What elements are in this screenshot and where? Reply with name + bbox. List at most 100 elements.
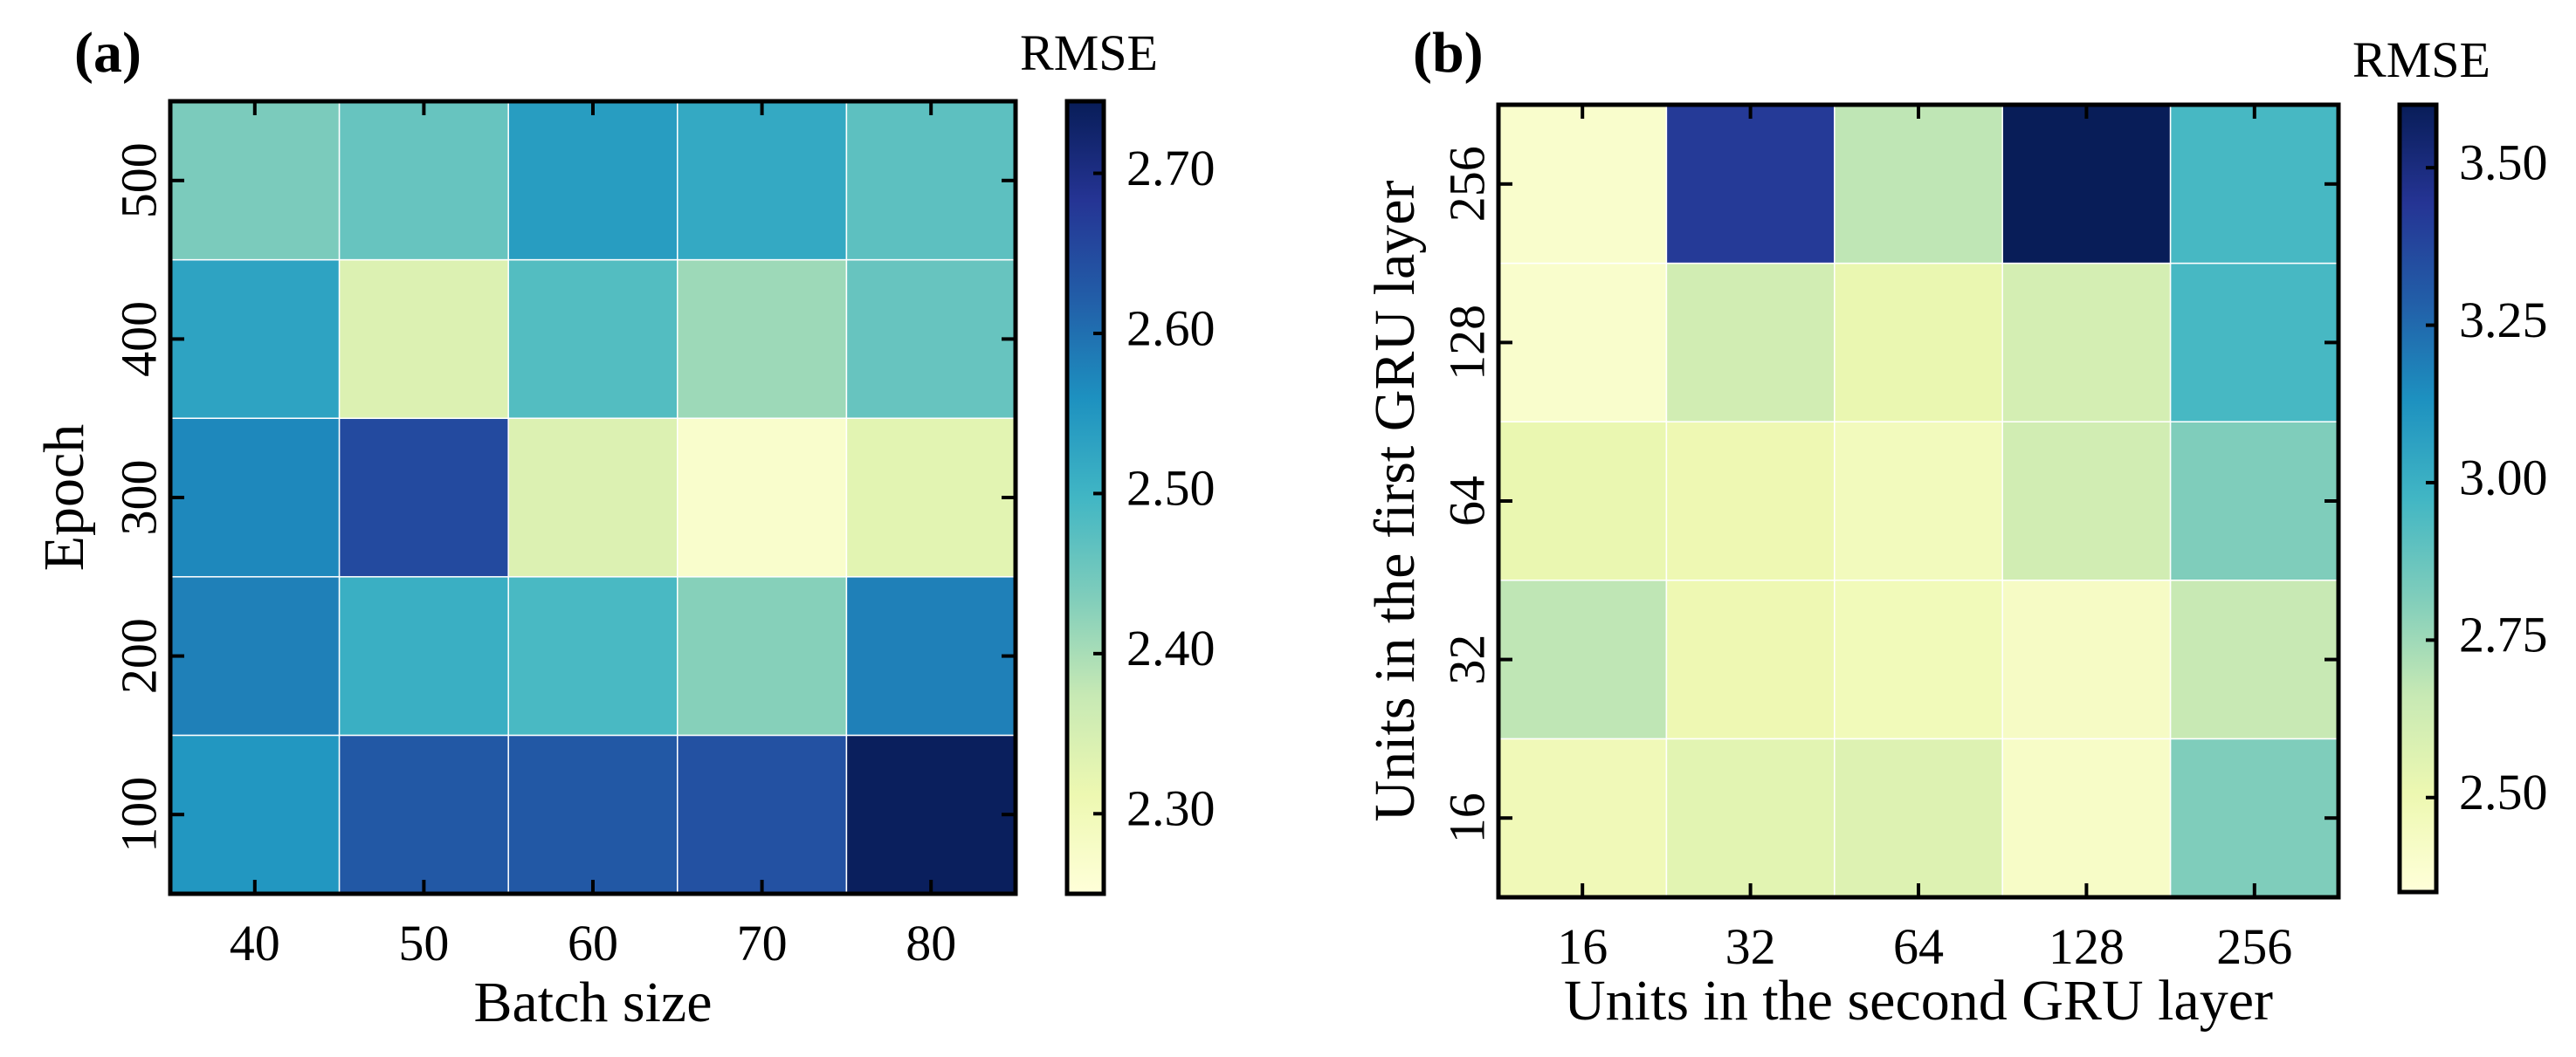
heatmap-cell (1665, 262, 1836, 422)
panel-a: (a) 40 50 60 70 80 100 200 300 400 500 Batch size… (32, 21, 1215, 1034)
colorbar-tick-label: 3.50 (2459, 134, 2548, 190)
colorbar-gradient (2400, 105, 2436, 892)
heatmap-cell (2001, 580, 2172, 740)
x-tick-label: 80 (906, 915, 956, 971)
heatmap-cell (338, 100, 509, 261)
heatmap-cell (507, 417, 678, 578)
y-tick-label: 128 (1438, 305, 1495, 381)
heatmap-cell (1665, 580, 1836, 740)
heatmap-cell (845, 576, 1016, 737)
heatmap-cell (2001, 421, 2172, 581)
x-tick-label: 64 (1893, 918, 1944, 975)
heatmap-cell (2169, 580, 2339, 740)
heatmap-cell (1498, 421, 1668, 581)
x-tick-label: 32 (1725, 918, 1776, 975)
heatmap-cell (507, 576, 678, 737)
heatmap-cell (845, 417, 1016, 578)
x-tick-label: 50 (398, 915, 449, 971)
heatmap-cell (1665, 421, 1836, 581)
heatmap-cell (845, 258, 1016, 419)
colorbar-tick-label: 2.60 (1126, 299, 1216, 356)
colorbar-frame (2397, 102, 2439, 895)
colorbar-tick-label: 2.40 (1126, 620, 1216, 676)
heatmap-cell (677, 417, 848, 578)
panel-label: (a) (74, 21, 141, 85)
heatmap-cell (2001, 104, 2172, 264)
heatmap-cell (169, 417, 341, 578)
heatmap-cell (1665, 104, 1836, 264)
heatmap-cell (338, 417, 509, 578)
y-tick-label: 16 (1438, 793, 1495, 843)
heatmap-cell (677, 258, 848, 419)
heatmap-cell (1498, 580, 1668, 740)
axis-ticks: 40 50 60 70 80 100 200 300 400 500 (110, 101, 1016, 971)
colorbar-ticks: 2.30 2.40 2.50 2.60 2.70 (1093, 140, 1216, 837)
heatmap-cell (2169, 421, 2339, 581)
colorbar-tick-label: 3.00 (2459, 449, 2548, 505)
heatmap-cells (1498, 104, 2339, 898)
heatmap-cell (677, 734, 848, 895)
x-tick-label: 70 (737, 915, 788, 971)
heatmap-cell (338, 258, 509, 419)
x-tick-label: 128 (2049, 918, 2125, 975)
y-tick-label: 100 (110, 777, 167, 853)
axis-ticks: 16 32 64 128 256 16 32 64 128 256 (1438, 105, 2338, 975)
x-tick-label: 40 (230, 915, 280, 971)
heatmap-cell (1834, 104, 2003, 264)
colorbar: 2.50 2.75 3.00 3.25 3.50 RMSE (2352, 31, 2548, 895)
x-tick-label: 60 (568, 915, 618, 971)
heatmap-cell (1834, 580, 2003, 740)
y-axis-label: Epoch (32, 424, 96, 572)
heatmap-cell (338, 734, 509, 895)
panel-label: (b) (1413, 21, 1484, 85)
heatmap-cell (507, 258, 678, 419)
colorbar-tick-label: 2.30 (1126, 780, 1216, 837)
y-tick-label: 300 (110, 460, 167, 536)
colorbar-tick-label: 2.75 (2459, 607, 2548, 663)
y-tick-label: 200 (110, 618, 167, 694)
heatmap-cell (2001, 738, 2172, 898)
x-tick-label: 16 (1557, 918, 1608, 975)
heatmap-cell (507, 100, 678, 261)
x-tick-label: 256 (2216, 918, 2292, 975)
heatmap-cell (2169, 738, 2339, 898)
heatmap-cell (1834, 421, 2003, 581)
heatmap-cell (1498, 738, 1668, 898)
heatmap-cell (169, 734, 341, 895)
heatmap-cell (169, 100, 341, 261)
y-tick-label: 400 (110, 301, 167, 377)
heatmap-cell (1498, 262, 1668, 422)
heatmap-cell (677, 100, 848, 261)
colorbar: 2.30 2.40 2.50 2.60 2.70 RMSE (1020, 24, 1216, 896)
heatmap-cell (169, 576, 341, 737)
colorbar-tick-label: 2.50 (1126, 460, 1216, 517)
heatmap-cell (169, 258, 341, 419)
heatmap-cell (338, 576, 509, 737)
colorbar-tick-label: 2.70 (1126, 140, 1216, 196)
colorbar-tick-label: 2.50 (2459, 764, 2548, 820)
y-tick-label: 256 (1438, 146, 1495, 222)
y-tick-label: 500 (110, 142, 167, 218)
heatmap-cell (2001, 262, 2172, 422)
heatmap-cell (1665, 738, 1836, 898)
colorbar-label: RMSE (2352, 31, 2490, 88)
x-axis-label: Batch size (473, 971, 712, 1034)
panel-b: (b) 16 32 64 128 256 16 32 64 128 256 Units in th… (1363, 21, 2547, 1033)
x-axis-label: Units in the second GRU layer (1564, 969, 2273, 1033)
colorbar-tick-label: 3.25 (2459, 292, 2548, 348)
heatmap-cell (1498, 104, 1668, 264)
heatmap-cell (2169, 104, 2339, 264)
colorbar-gradient (1067, 101, 1104, 894)
heatmap-cell (507, 734, 678, 895)
colorbar-frame (1064, 99, 1106, 896)
y-tick-label: 64 (1438, 476, 1495, 526)
y-tick-label: 32 (1438, 635, 1495, 685)
heatmap-cell (1834, 738, 2003, 898)
heatmap-cell (1834, 262, 2003, 422)
heatmap-cell (677, 576, 848, 737)
heatmap-cell (845, 734, 1016, 895)
y-axis-label: Units in the first GRU layer (1363, 180, 1427, 821)
colorbar-ticks: 2.50 2.75 3.00 3.25 3.50 (2426, 134, 2548, 820)
heatmap-cell (845, 100, 1016, 261)
